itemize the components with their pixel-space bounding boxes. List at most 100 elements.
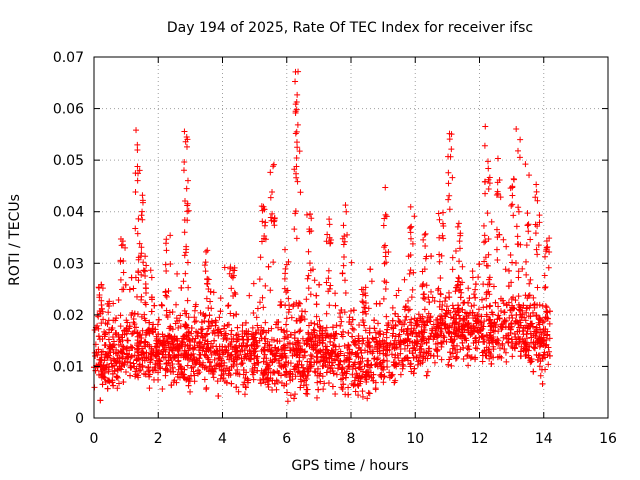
data-point [184, 297, 191, 304]
data-point [285, 295, 292, 302]
data-point [282, 302, 289, 309]
data-point [126, 286, 133, 293]
data-point [480, 323, 487, 330]
data-point [474, 345, 481, 352]
data-point [483, 303, 490, 310]
data-point [227, 342, 234, 349]
data-point [390, 325, 397, 332]
data-point [492, 299, 499, 306]
data-point [434, 333, 441, 340]
data-point [280, 327, 287, 334]
data-point [113, 350, 120, 357]
data-point [475, 306, 482, 313]
data-point [193, 328, 200, 335]
data-point [479, 349, 486, 356]
data-point [346, 350, 353, 357]
data-point [293, 139, 300, 146]
data-point [311, 277, 318, 284]
data-point [522, 339, 529, 346]
data-point [481, 239, 488, 246]
data-point [514, 233, 521, 240]
data-point [407, 203, 414, 210]
data-point [459, 339, 466, 346]
data-point [269, 358, 276, 365]
data-point [538, 331, 545, 338]
data-point [537, 317, 544, 324]
data-point [267, 214, 274, 221]
data-point [523, 331, 530, 338]
data-point [171, 344, 178, 351]
data-point [251, 349, 258, 356]
data-point [236, 342, 243, 349]
data-point [216, 355, 223, 362]
data-point [260, 370, 267, 377]
data-point [392, 310, 399, 317]
data-point [437, 322, 444, 329]
data-point [152, 361, 159, 368]
data-point [146, 385, 153, 392]
data-point [281, 285, 288, 292]
data-point [530, 368, 537, 375]
data-point [469, 274, 476, 281]
data-point [457, 286, 464, 293]
data-point [133, 365, 140, 372]
data-point [199, 330, 206, 337]
data-point [136, 240, 143, 247]
data-point [406, 338, 413, 345]
data-point [440, 338, 447, 345]
y-tick-label: 0.03 [53, 256, 84, 272]
data-point [223, 365, 230, 372]
data-point [343, 368, 350, 375]
data-point [234, 354, 241, 361]
data-point [120, 258, 127, 265]
data-point [162, 261, 169, 268]
data-point [228, 351, 235, 358]
data-point [456, 238, 463, 245]
data-point [132, 188, 139, 195]
data-point [214, 350, 221, 357]
data-point [493, 192, 500, 199]
data-point [432, 341, 439, 348]
data-point [355, 382, 362, 389]
data-point [419, 341, 426, 348]
data-point [317, 349, 324, 356]
data-point [544, 244, 551, 251]
data-point [228, 331, 235, 338]
data-point [328, 353, 335, 360]
data-point [164, 366, 171, 373]
data-point [532, 221, 539, 228]
data-point [341, 233, 348, 240]
data-point [286, 373, 293, 380]
data-point [452, 331, 459, 338]
data-point [487, 316, 494, 323]
data-point [435, 285, 442, 292]
data-point [273, 386, 280, 393]
data-point [482, 190, 489, 197]
data-point [510, 294, 517, 301]
data-point [211, 337, 218, 344]
data-point [501, 309, 508, 316]
data-point [536, 316, 543, 323]
data-point [136, 361, 143, 368]
data-point [239, 322, 246, 329]
data-point [533, 328, 540, 335]
data-point [135, 269, 142, 276]
data-point [117, 276, 124, 283]
data-point [402, 317, 409, 324]
data-point [142, 280, 149, 287]
data-point [174, 270, 181, 277]
data-point [143, 289, 150, 296]
data-point [533, 324, 540, 331]
data-point [104, 377, 111, 384]
data-point [235, 388, 242, 395]
data-point [114, 373, 121, 380]
data-point [267, 287, 274, 294]
data-point [382, 184, 389, 191]
data-point [250, 335, 257, 342]
data-point [132, 274, 139, 281]
data-point [465, 320, 472, 327]
data-point [426, 336, 433, 343]
data-point [395, 313, 402, 320]
data-point [515, 274, 522, 281]
data-point [406, 225, 413, 232]
